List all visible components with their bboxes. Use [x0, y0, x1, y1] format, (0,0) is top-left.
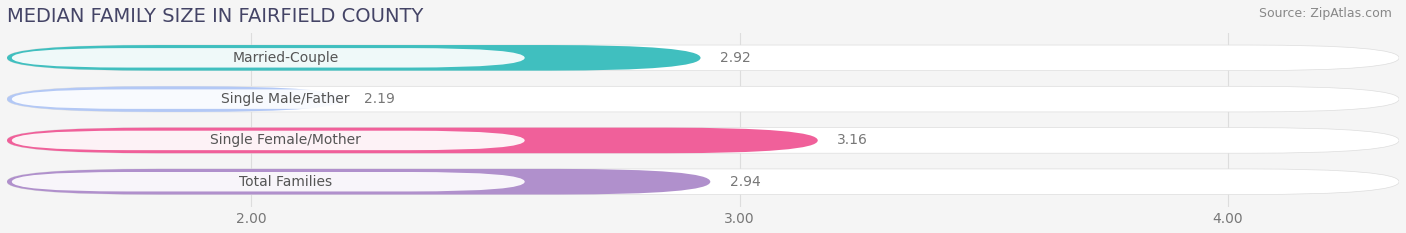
FancyBboxPatch shape — [7, 86, 344, 112]
Text: Total Families: Total Families — [239, 175, 332, 189]
Text: MEDIAN FAMILY SIZE IN FAIRFIELD COUNTY: MEDIAN FAMILY SIZE IN FAIRFIELD COUNTY — [7, 7, 423, 26]
Text: 2.19: 2.19 — [364, 92, 395, 106]
FancyBboxPatch shape — [7, 45, 1399, 71]
FancyBboxPatch shape — [7, 169, 710, 195]
Text: Married-Couple: Married-Couple — [232, 51, 339, 65]
FancyBboxPatch shape — [7, 128, 818, 153]
FancyBboxPatch shape — [11, 89, 524, 109]
Text: Single Male/Father: Single Male/Father — [221, 92, 350, 106]
FancyBboxPatch shape — [11, 48, 524, 68]
FancyBboxPatch shape — [7, 169, 1399, 195]
FancyBboxPatch shape — [7, 45, 700, 71]
FancyBboxPatch shape — [7, 86, 1399, 112]
Text: 3.16: 3.16 — [838, 134, 868, 147]
Text: Source: ZipAtlas.com: Source: ZipAtlas.com — [1258, 7, 1392, 20]
FancyBboxPatch shape — [11, 131, 524, 150]
Text: 2.92: 2.92 — [720, 51, 751, 65]
Text: 2.94: 2.94 — [730, 175, 761, 189]
Text: Single Female/Mother: Single Female/Mother — [209, 134, 361, 147]
FancyBboxPatch shape — [11, 172, 524, 192]
FancyBboxPatch shape — [7, 128, 1399, 153]
